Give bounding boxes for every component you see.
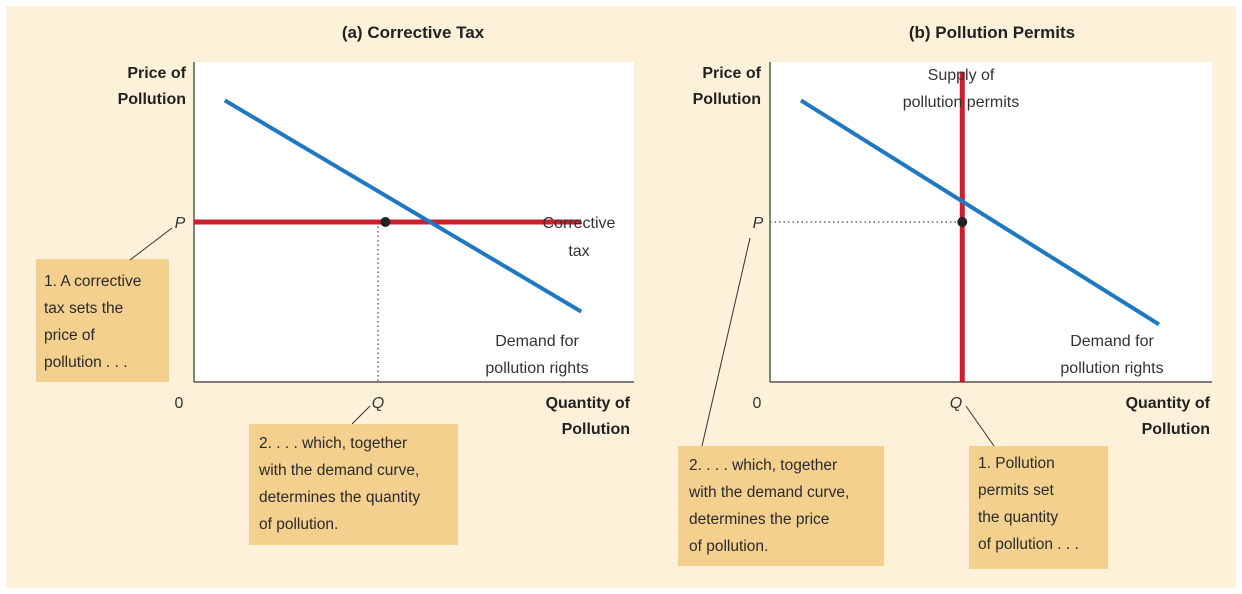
demand-label-a-line-2: pollution rights bbox=[485, 360, 588, 377]
chart-b-origin-label: 0 bbox=[753, 395, 762, 412]
chart-b-xlabel-line-1: Quantity of bbox=[1126, 395, 1211, 412]
chart-b-ylabel-line-1: Price of bbox=[702, 65, 761, 82]
callout-text-a2: 2. . . . which, together with the demand… bbox=[259, 435, 421, 533]
supply-label-line-2: pollution permits bbox=[903, 94, 1020, 111]
chart-b-title: (b) Pollution Permits bbox=[909, 23, 1075, 42]
callout-box-a1 bbox=[36, 259, 169, 382]
callout-box-b2 bbox=[678, 446, 884, 566]
panel-a: (a) Corrective Tax Price of Pollution Qu… bbox=[118, 23, 634, 438]
chart-a-ylabel-line-1: Price of bbox=[127, 65, 186, 82]
chart-b-xlabel-line-2: Pollution bbox=[1142, 421, 1210, 438]
callout-text-b2: 2. . . . which, together with the demand… bbox=[689, 457, 850, 555]
demand-label-b-line-1: Demand for bbox=[1070, 333, 1154, 350]
demand-line-b bbox=[799, 98, 1161, 327]
chart-a-ylabel-line-2: Pollution bbox=[118, 91, 186, 108]
chart-a-xlabel-line-1: Quantity of bbox=[546, 395, 631, 412]
callout-box-b1 bbox=[969, 446, 1108, 569]
chart-a-xlabel-line-2: Pollution bbox=[562, 421, 630, 438]
demand-line-a bbox=[223, 98, 583, 314]
leader-line-b-price bbox=[701, 237, 751, 447]
demand-label-b-line-2: pollution rights bbox=[1060, 360, 1163, 377]
leader-line-b-quantity bbox=[965, 405, 995, 447]
chart-b-p-label: P bbox=[753, 215, 764, 232]
chart-b-plot-area bbox=[770, 62, 1212, 382]
supply-label-line-1: Supply of bbox=[928, 67, 995, 84]
chart-b-q-label: Q bbox=[950, 395, 962, 412]
figure: 1. A corrective tax sets the price of po… bbox=[6, 6, 1236, 588]
callout-text-b1: 1. Pollution permits set the quantity of… bbox=[978, 455, 1079, 553]
panel-b: (b) Pollution Permits Price of Pollution… bbox=[693, 23, 1212, 447]
corrective-tax-label-line-2: tax bbox=[568, 243, 589, 260]
chart-a-origin-label: 0 bbox=[175, 395, 184, 412]
charts-svg: (a) Corrective Tax Price of Pollution Qu… bbox=[118, 23, 1212, 447]
leader-line-a2 bbox=[351, 405, 371, 425]
chart-a-q-label: Q bbox=[372, 395, 384, 412]
demand-label-a-line-1: Demand for bbox=[495, 333, 579, 350]
chart-a-p-label: P bbox=[175, 215, 186, 232]
chart-a-title: (a) Corrective Tax bbox=[342, 23, 485, 42]
callout-box-a2 bbox=[249, 424, 458, 545]
chart-b-ylabel-line-2: Pollution bbox=[693, 91, 761, 108]
corrective-tax-label-line-1: Corrective bbox=[543, 215, 616, 232]
equilibrium-point-a bbox=[380, 217, 391, 227]
callout-text-a1: 1. A corrective tax sets the price of po… bbox=[44, 273, 142, 371]
leader-line-a1 bbox=[129, 227, 173, 261]
equilibrium-point-b bbox=[957, 217, 968, 227]
